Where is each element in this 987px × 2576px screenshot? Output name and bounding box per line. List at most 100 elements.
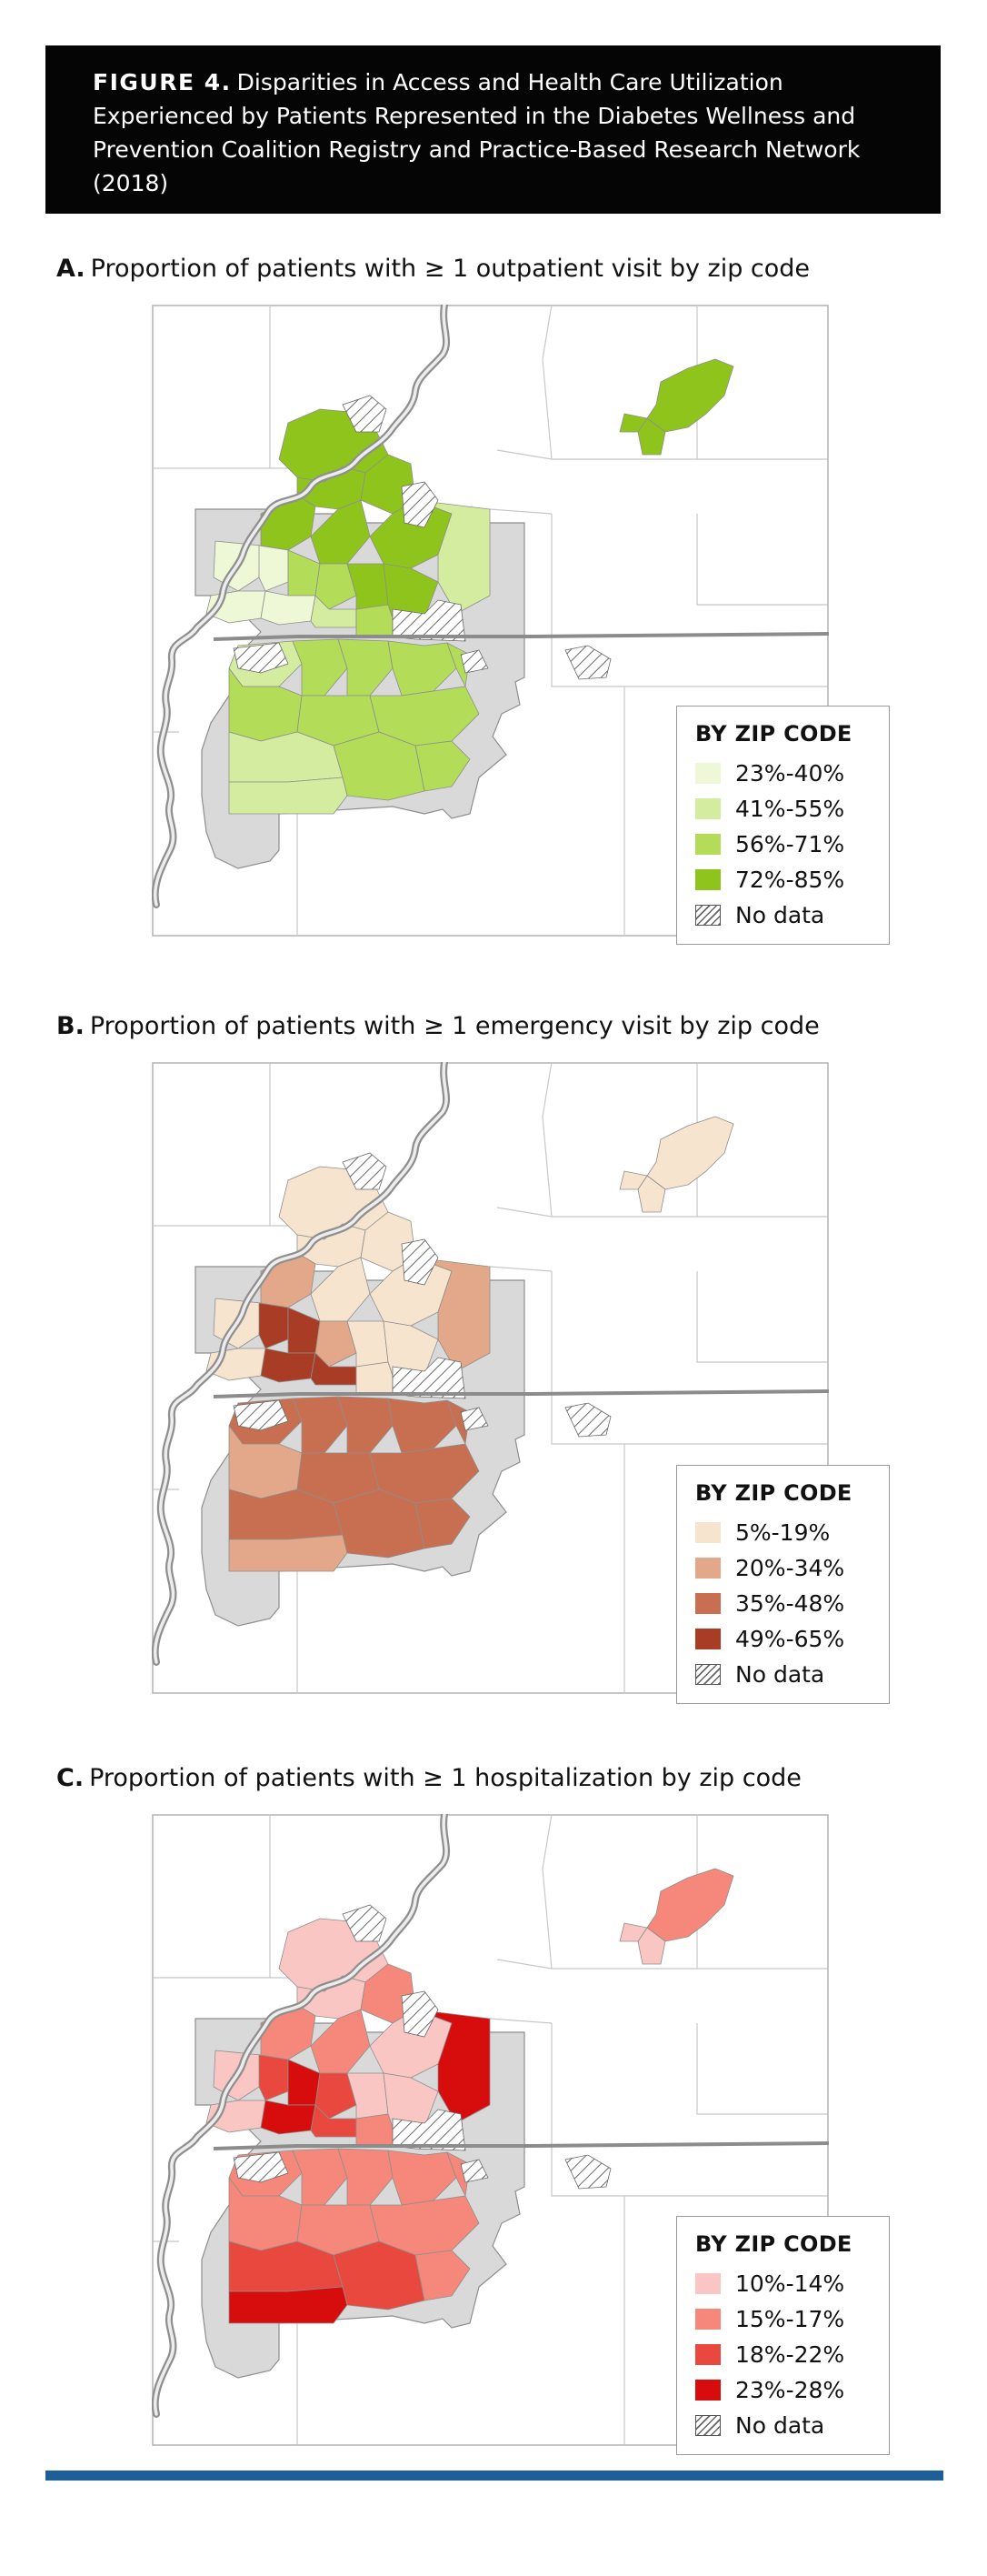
panel-a-title: A. Proportion of patients with ≥ 1 outpat… bbox=[56, 255, 810, 283]
county-boundary bbox=[696, 514, 829, 606]
legend-swatch bbox=[695, 1558, 721, 1579]
zip-region bbox=[228, 777, 348, 815]
zip-region bbox=[414, 499, 491, 615]
legend-swatch bbox=[695, 869, 721, 890]
legend-swatch bbox=[695, 834, 721, 855]
zip-region bbox=[314, 563, 357, 610]
legend-item: 23%-40% bbox=[695, 756, 889, 791]
legend-swatch bbox=[695, 2344, 721, 2365]
legend-item: 49%-65% bbox=[695, 1621, 889, 1657]
legend-emergency: BY ZIP CODE 5%-19% 20%-34% 35%-48% 49%-6… bbox=[676, 1465, 890, 1704]
county-boundary bbox=[489, 508, 553, 515]
map-hospitalization bbox=[152, 1814, 829, 2446]
no-data-region bbox=[342, 395, 387, 433]
no-data-region bbox=[233, 642, 289, 674]
county-boundary bbox=[542, 305, 553, 460]
no-data-swatch bbox=[695, 2415, 721, 2436]
zip-region bbox=[355, 604, 394, 637]
zip-region bbox=[355, 2113, 394, 2147]
zip-region bbox=[314, 2072, 357, 2120]
legend-label: 49%-65% bbox=[735, 1626, 845, 1652]
river bbox=[153, 305, 448, 907]
county-boundary bbox=[489, 2018, 553, 2024]
no-data-region bbox=[564, 2154, 612, 2190]
panel-c-letter: C. bbox=[56, 1764, 85, 1792]
zip-region bbox=[414, 2009, 491, 2124]
zip-region bbox=[260, 2100, 316, 2135]
legend-label: No data bbox=[735, 902, 825, 928]
no-data-region bbox=[460, 649, 489, 674]
legend-item: 15%-17% bbox=[695, 2301, 889, 2337]
zip-region bbox=[619, 413, 648, 433]
no-data-region bbox=[342, 1904, 387, 1942]
legend-label: 35%-48% bbox=[735, 1590, 845, 1617]
legend-item: 18%-22% bbox=[695, 2337, 889, 2372]
zip-region bbox=[646, 1868, 734, 1942]
county-boundary bbox=[551, 2023, 625, 2446]
zip-region bbox=[258, 1302, 289, 1349]
legend-swatch bbox=[695, 763, 721, 784]
legend-swatch bbox=[695, 2273, 721, 2294]
no-data-region bbox=[460, 2159, 489, 2183]
no-data-swatch bbox=[695, 1664, 721, 1685]
legend-swatch bbox=[695, 2309, 721, 2330]
legend-item: 41%-55% bbox=[695, 791, 889, 827]
legend-item: 56%-71% bbox=[695, 827, 889, 862]
no-data-region bbox=[564, 645, 612, 680]
county-boundary bbox=[496, 1959, 553, 1970]
county-boundary bbox=[496, 1207, 553, 1218]
county-boundary bbox=[496, 449, 553, 460]
legend-item: No data bbox=[695, 2408, 889, 2443]
county-boundary bbox=[551, 514, 625, 937]
legend-title: BY ZIP CODE bbox=[695, 2231, 852, 2257]
legend-title: BY ZIP CODE bbox=[695, 721, 852, 747]
highway-line bbox=[213, 1389, 829, 1398]
zip-region bbox=[387, 640, 457, 697]
no-data-region bbox=[401, 481, 439, 528]
legend-label: 10%-14% bbox=[735, 2270, 845, 2297]
county-boundary bbox=[542, 1062, 553, 1218]
no-data-region bbox=[401, 1238, 439, 1286]
county-boundary bbox=[551, 1271, 625, 1694]
no-data-region bbox=[342, 1152, 387, 1190]
legend-item: 5%-19% bbox=[695, 1515, 889, 1550]
legend-hospitalization: BY ZIP CODE 10%-14% 15%-17% 18%-22% 23%-… bbox=[676, 2216, 890, 2455]
legend-item: 20%-34% bbox=[695, 1550, 889, 1586]
legend-item: No data bbox=[695, 897, 889, 933]
no-data-swatch bbox=[695, 905, 721, 926]
zip-region bbox=[646, 358, 734, 433]
legend-item: No data bbox=[695, 1657, 889, 1692]
zip-region bbox=[228, 1534, 348, 1572]
zip-region bbox=[387, 1398, 457, 1454]
legend-label: 56%-71% bbox=[735, 831, 845, 857]
legend-title: BY ZIP CODE bbox=[695, 1480, 852, 1506]
legend-swatch bbox=[695, 1593, 721, 1614]
no-data-region bbox=[233, 1399, 289, 1431]
panel-c-title-text: Proportion of patients with ≥ 1 hospital… bbox=[89, 1764, 802, 1792]
legend-label: 15%-17% bbox=[735, 2306, 845, 2332]
zip-region bbox=[258, 2054, 289, 2101]
river bbox=[153, 1062, 448, 1664]
zip-region bbox=[355, 1361, 394, 1395]
legend-swatch bbox=[695, 1522, 721, 1543]
legend-swatch bbox=[695, 1629, 721, 1649]
figure-header: FIGURE 4. Disparities in Access and Healt… bbox=[45, 45, 941, 214]
river bbox=[153, 1814, 448, 2416]
highway-line bbox=[213, 2141, 829, 2150]
legend-label: 72%-85% bbox=[735, 867, 845, 893]
highway-line bbox=[213, 632, 829, 641]
legend-label: 18%-22% bbox=[735, 2341, 845, 2368]
figure-caption: Disparities in Access and Health Care Ut… bbox=[93, 69, 861, 196]
panel-b-letter: B. bbox=[56, 1012, 85, 1040]
figure-label: FIGURE 4. bbox=[93, 69, 232, 95]
zip-region bbox=[414, 1257, 491, 1372]
county-boundary bbox=[542, 1814, 553, 1970]
panel-b-title-text: Proportion of patients with ≥ 1 emergenc… bbox=[89, 1012, 820, 1040]
legend-label: 20%-34% bbox=[735, 1555, 845, 1581]
county-boundary bbox=[489, 1266, 553, 1272]
zip-region bbox=[258, 545, 289, 592]
legend-swatch bbox=[695, 798, 721, 819]
zip-region bbox=[387, 2150, 457, 2206]
legend-item: 10%-14% bbox=[695, 2266, 889, 2301]
legend-label: 23%-28% bbox=[735, 2377, 845, 2403]
